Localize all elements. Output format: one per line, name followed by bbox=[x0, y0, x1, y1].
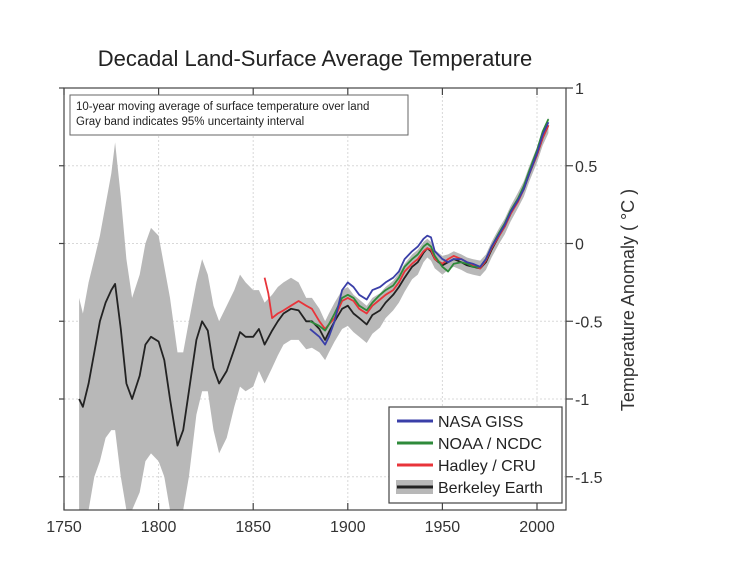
x-tick-label: 1800 bbox=[141, 519, 177, 536]
axis-ticks: 1750 1800 1850 1900 1950 2000 1 0.5 0 -0.5 -1 -1.5 bbox=[46, 81, 602, 536]
x-tick-label: 1950 bbox=[425, 519, 461, 536]
series-lines bbox=[78, 118, 550, 447]
x-tick-label: 1850 bbox=[235, 519, 271, 536]
series-line-nasa-giss bbox=[309, 121, 550, 346]
series-line-berkeley-earth bbox=[78, 124, 550, 447]
legend-label: NOAA / NCDC bbox=[438, 436, 542, 453]
legend-label: NASA GISS bbox=[438, 414, 523, 431]
annotation-line-1: 10-year moving average of surface temper… bbox=[76, 101, 369, 113]
legend-label: Hadley / CRU bbox=[438, 458, 536, 475]
x-tick-label: 2000 bbox=[519, 519, 555, 536]
y-tick-label: 0.5 bbox=[575, 159, 597, 176]
y-tick-label: 1 bbox=[575, 81, 584, 98]
uncertainty-band-layer bbox=[79, 117, 549, 510]
y-tick-label: -1 bbox=[575, 392, 589, 409]
y-tick-label: -0.5 bbox=[575, 314, 603, 331]
plot-frame bbox=[63, 87, 567, 511]
y-tick-label: 0 bbox=[575, 237, 584, 254]
x-tick-label: 1750 bbox=[46, 519, 82, 536]
y-axis-label: Temperature Anomaly ( °C ) bbox=[618, 189, 638, 411]
annotation-line-2: Gray band indicates 95% uncertainty inte… bbox=[76, 116, 304, 128]
uncertainty-band bbox=[79, 117, 549, 510]
legend-label: Berkeley Earth bbox=[438, 480, 543, 497]
legend: NASA GISS NOAA / NCDC Hadley / CRU Berkeley… bbox=[388, 406, 563, 504]
annotation-box: 10-year moving average of surface temper… bbox=[69, 94, 409, 136]
x-tick-label: 1900 bbox=[330, 519, 366, 536]
chart-title: Decadal Land-Surface Average Temperature bbox=[98, 46, 533, 71]
y-tick-label: -1.5 bbox=[575, 470, 603, 487]
